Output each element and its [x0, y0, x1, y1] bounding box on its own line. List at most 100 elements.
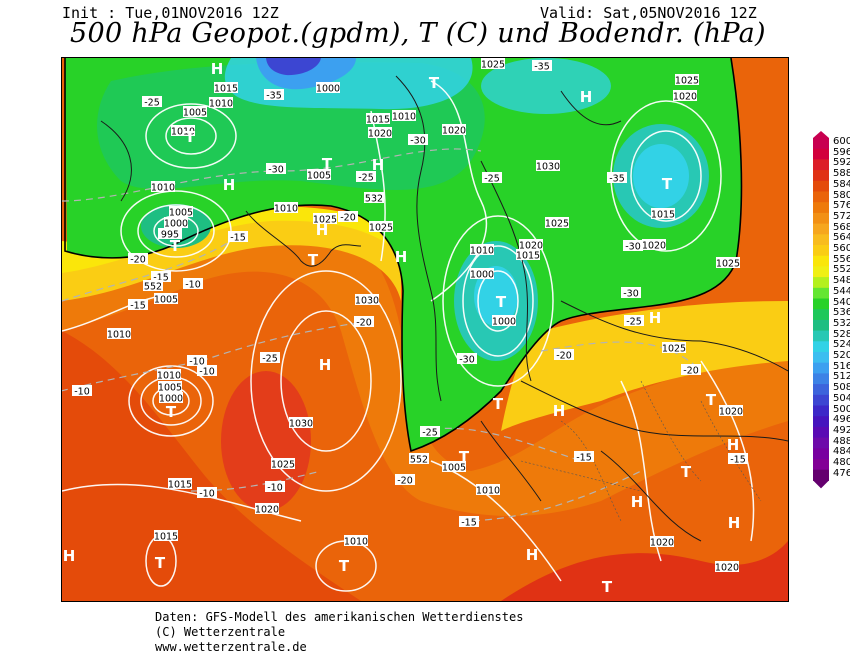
temperature-label-box [338, 211, 358, 222]
legend-swatch [813, 287, 829, 299]
high-marker: H [319, 356, 332, 374]
legend-level-label: 548 [833, 275, 850, 287]
isobar-label: 1010 [392, 112, 416, 123]
legend-level-label: 592 [833, 157, 850, 169]
legend-swatch [813, 469, 829, 481]
low-marker: T [170, 237, 181, 255]
temperature-label-box [187, 355, 207, 366]
isobar-label: 1005 [158, 383, 182, 394]
isobar-label: 1020 [255, 505, 279, 516]
hot-airmass-south [62, 331, 361, 601]
legend-swatch [813, 405, 829, 417]
orange-band [62, 211, 788, 516]
hot-airmass-southeast [501, 541, 788, 601]
legend-bottom-arrow [813, 480, 829, 489]
legend-swatch [813, 180, 829, 192]
high-marker: H [728, 514, 741, 532]
legend-top-arrow [813, 131, 829, 138]
legend-swatch [813, 266, 829, 278]
legend-level-label: 540 [833, 296, 850, 308]
isobar-label: 1005 [442, 463, 466, 474]
low-marker: T [493, 395, 504, 413]
isobar-label-box [392, 110, 416, 121]
legend-level-label: 528 [833, 328, 850, 340]
isobar-label: 1000 [470, 270, 494, 281]
isobar-label-box [313, 213, 337, 224]
temperature-label-box [459, 516, 479, 527]
legend-level-label: 488 [833, 435, 850, 447]
temperature-label: -35 [534, 62, 550, 73]
coastlines [100, 75, 789, 542]
legend-level-label: 480 [833, 457, 850, 468]
legend-level-label: 476 [833, 467, 850, 479]
yellow-band [62, 209, 401, 301]
isobar-label: 1025 [369, 223, 393, 234]
isobar-label: 1015 [154, 532, 178, 543]
legend-swatch [813, 309, 829, 321]
temperature-label-box [197, 365, 217, 376]
temperature-label: -30 [410, 136, 426, 147]
isobar-label: 1010 [151, 183, 175, 194]
legend-swatch [813, 437, 829, 449]
high-marker: H [727, 436, 740, 454]
legend-swatch [813, 138, 829, 150]
legend-level-label: 588 [833, 168, 850, 180]
isobar-label-box [154, 293, 178, 304]
temperature-label: -25 [144, 98, 160, 109]
temperature-label-box [623, 240, 643, 251]
yellow-band-east [501, 301, 788, 431]
isobar-label-box [154, 530, 178, 541]
isobar-label: 1025 [313, 215, 337, 226]
isobar-label-box [316, 82, 340, 93]
pressure-labels: 1015101010051010100010251025102010151020… [107, 58, 743, 574]
temperature-label: -20 [340, 213, 356, 224]
legend-swatch [813, 223, 829, 235]
temperature-label: -15 [576, 453, 592, 464]
isobar-label-box [168, 478, 192, 489]
isobar-label: 1010 [344, 537, 368, 548]
legend-swatch [813, 319, 829, 332]
legend-swatch [813, 373, 829, 385]
temperature-label: -20 [130, 255, 146, 266]
temperature-label-box [151, 271, 171, 282]
legend-swatch [813, 341, 829, 353]
legend-swatch [813, 416, 829, 428]
isobar-label-box [158, 381, 182, 392]
isobar-label-box [151, 181, 175, 192]
isobar-label-box [536, 160, 560, 171]
low-pressure-markers: T T T T T T T T T T T T T T T [155, 74, 717, 596]
temperature-label-box [128, 253, 148, 264]
isobar-label: 1020 [673, 92, 697, 103]
isobar-label-box [368, 127, 392, 138]
isobar-label-box [481, 58, 505, 69]
legend-swatch [813, 362, 829, 374]
isobar-label-box [366, 113, 390, 124]
low-marker: T [706, 391, 717, 409]
temperature-label-box [142, 96, 162, 107]
isobar-label: 1025 [716, 259, 740, 270]
isobar-label-box [516, 249, 540, 260]
isobar-label: 1005 [183, 108, 207, 119]
isobar-label-box [545, 217, 569, 228]
temperature-label-box [420, 426, 440, 437]
isobar-label: 1015 [366, 115, 390, 126]
temperature-label-box [408, 134, 428, 145]
isobar-label-box [159, 392, 183, 403]
temperature-label-box [72, 385, 92, 396]
height-label: 532 [365, 194, 383, 205]
temperature-label-box [265, 481, 285, 492]
temperature-label: -10 [74, 387, 90, 398]
legend-level-label: 524 [833, 339, 850, 351]
temperature-label: -25 [626, 317, 642, 328]
temperature-label-box [482, 172, 502, 183]
isobar-label-box [651, 208, 675, 219]
isobar-label-box [271, 458, 295, 469]
temperature-label: -10 [267, 483, 283, 494]
cyan-core-scandinavia [474, 266, 518, 326]
legend-level-label: 572 [833, 210, 850, 222]
isobar-label: 1010 [476, 486, 500, 497]
isobar-label-box [255, 503, 279, 514]
temperature-label-box [621, 287, 641, 298]
temperature-label-box [554, 349, 574, 360]
legend-swatch [813, 330, 829, 342]
